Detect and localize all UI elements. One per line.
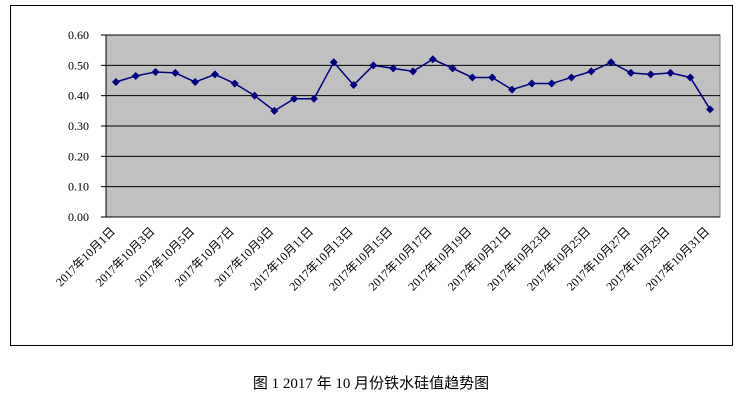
marker [309, 94, 318, 103]
chart-title: 图 1 2017 年 10 月份铁水硅值趋势图 [253, 375, 489, 392]
marker [626, 68, 635, 77]
marker [210, 70, 219, 79]
marker [428, 55, 437, 64]
marker [448, 64, 457, 73]
y-tick-label: 0.40 [68, 89, 89, 103]
marker [230, 79, 239, 88]
marker [151, 68, 160, 77]
marker [250, 91, 259, 100]
marker [349, 81, 358, 90]
y-tick-label: 0.20 [68, 149, 89, 163]
marker [646, 70, 655, 79]
marker [171, 68, 180, 77]
y-tick-label: 0.10 [68, 180, 89, 194]
marker [488, 73, 497, 82]
marker [111, 78, 120, 87]
marker [686, 73, 695, 82]
marker [607, 58, 616, 67]
y-tick-label: 0.00 [68, 210, 89, 224]
marker [547, 79, 556, 88]
marker [290, 94, 299, 103]
marker [191, 78, 200, 87]
marker [587, 67, 596, 76]
marker [468, 73, 477, 82]
marker [508, 85, 517, 94]
marker [706, 105, 715, 114]
marker [409, 67, 417, 76]
marker [369, 61, 378, 70]
y-tick-label: 0.60 [68, 28, 89, 42]
marker [270, 106, 279, 115]
marker [527, 79, 536, 88]
marker [389, 64, 398, 73]
marker [567, 73, 576, 82]
marker [329, 58, 338, 67]
marker [131, 71, 140, 80]
y-tick-label: 0.30 [68, 119, 89, 133]
marker [666, 68, 675, 77]
y-tick-label: 0.50 [68, 58, 89, 72]
